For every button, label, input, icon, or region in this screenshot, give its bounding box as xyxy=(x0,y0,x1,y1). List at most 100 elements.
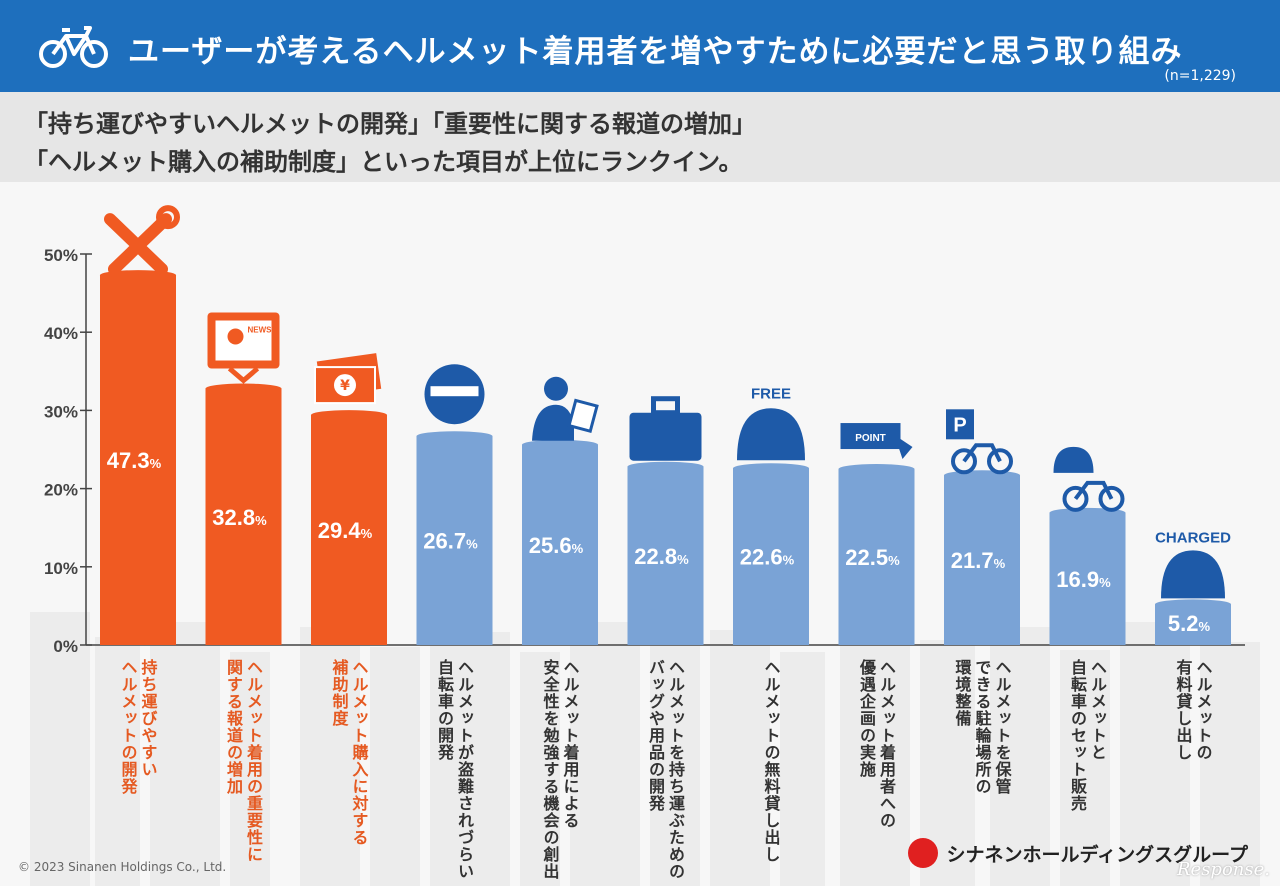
y-tick-label: 30% xyxy=(44,402,78,421)
bicycle-icon xyxy=(987,448,1013,475)
category-label: バッグや用品の開発 xyxy=(646,659,666,812)
category-label: 自転車の開発 xyxy=(435,658,455,761)
category-label: ヘルメットの開発 xyxy=(119,659,139,795)
response-watermark: Response. xyxy=(1176,859,1270,880)
data-label-unit: % xyxy=(255,513,267,528)
charged-label: CHARGED xyxy=(1155,529,1231,546)
city-building xyxy=(300,627,360,886)
category-label: ヘルメットの無料貸し出し xyxy=(762,659,782,863)
city-building xyxy=(1200,642,1260,886)
y-tick-label: 40% xyxy=(44,324,78,343)
data-label-unit: % xyxy=(1199,619,1211,634)
category-label: 優遇企画の実施 xyxy=(857,658,877,778)
city-building xyxy=(370,647,420,886)
data-label-unit: % xyxy=(150,456,162,471)
bar-cap xyxy=(1155,599,1231,610)
bar xyxy=(522,444,598,645)
bar-cap xyxy=(838,464,915,475)
sample-size: (n=1,229) xyxy=(1164,68,1236,84)
tools-icon xyxy=(156,205,180,230)
city-building xyxy=(430,632,510,886)
bar-cap xyxy=(627,461,704,472)
y-tick-label: 50% xyxy=(44,246,78,265)
city-building xyxy=(710,630,770,886)
data-label-unit: % xyxy=(888,553,900,568)
category-label: ヘルメット着用者への xyxy=(877,659,897,829)
data-label-unit: % xyxy=(466,537,478,552)
bag-handle xyxy=(651,396,680,416)
city-building xyxy=(840,622,910,886)
summary-line-2: 「ヘルメット購入の補助制度」といった項目が上位にランクイン。 xyxy=(24,148,743,176)
city-building xyxy=(570,622,640,886)
y-tick-label: 20% xyxy=(44,481,78,500)
helmet-icon xyxy=(1161,550,1225,599)
page-title: ユーザーが考えるヘルメット着用者を増やすために必要だと思う取り組み xyxy=(128,34,1183,70)
bar-cap xyxy=(311,410,387,421)
tv-stand xyxy=(227,366,260,384)
bar-cap xyxy=(522,439,598,450)
city-building xyxy=(990,627,1050,886)
helmet-icon xyxy=(1053,446,1094,473)
bicycle-icon xyxy=(1062,485,1089,512)
bicycle-icon xyxy=(1098,485,1125,512)
yen-label: ¥ xyxy=(340,378,350,394)
helmet-icon xyxy=(737,408,805,461)
bar xyxy=(311,415,387,645)
header-banner: ユーザーが考えるヘルメット着用者を増やすために必要だと思う取り組み (n=1,2… xyxy=(0,0,1280,92)
y-tick-label: 10% xyxy=(44,559,78,578)
bar-group: 47.3%持ち運びやすいヘルメットの開発 xyxy=(100,205,180,795)
category-label: ヘルメットを保管 xyxy=(993,659,1013,795)
data-label-unit: % xyxy=(783,553,795,568)
bar-cap xyxy=(416,431,493,442)
category-label: 安全性を勉強する機会の創出 xyxy=(541,658,561,880)
data-label-unit: % xyxy=(1099,575,1111,590)
bar xyxy=(1049,512,1126,645)
bar xyxy=(838,469,915,645)
city-building xyxy=(150,622,220,886)
city-building xyxy=(520,652,560,886)
data-label-unit: % xyxy=(677,552,689,567)
bar-cap xyxy=(944,470,1020,481)
tv-screen xyxy=(215,320,272,361)
city-building xyxy=(780,652,825,886)
bar xyxy=(944,475,1020,645)
category-label: ヘルメットが盗難されづらい xyxy=(455,659,474,880)
parking-label: P xyxy=(953,414,966,436)
company-name: シナネンホールディングスグループ xyxy=(946,843,1248,866)
category-label: ヘルメットを持ち運ぶための xyxy=(666,659,686,880)
category-label: ヘルメット着用による xyxy=(561,659,581,829)
bar xyxy=(627,466,704,645)
bar xyxy=(100,275,176,645)
document-icon xyxy=(567,398,599,434)
city-building xyxy=(650,642,700,886)
point-card-icon xyxy=(840,423,901,450)
category-label: 関する報道の増加 xyxy=(224,659,244,795)
category-label: ヘルメット着用の重要性に xyxy=(244,659,264,863)
student-body xyxy=(532,404,574,441)
category-label: ヘルメット購入に対する xyxy=(350,659,370,846)
data-label-unit: % xyxy=(994,556,1006,571)
bar xyxy=(416,436,493,645)
copyright: © 2023 Sinanen Holdings Co., Ltd. xyxy=(18,860,227,874)
bar-cap xyxy=(205,383,282,394)
company-logo: シナネンホールディングスグループ xyxy=(908,838,1248,868)
bar-chart: 0%10%20%30%40%50%47.3%持ち運びやすいヘルメットの開発NEW… xyxy=(30,205,1260,886)
parking-icon xyxy=(946,409,974,440)
category-label: できる駐輪場所の xyxy=(973,659,992,795)
city-building xyxy=(1120,622,1190,886)
category-label: 有料貸し出し xyxy=(1174,658,1194,761)
city-building xyxy=(95,637,140,886)
bar xyxy=(205,388,282,645)
bar-cap xyxy=(733,463,809,474)
free-label: FREE xyxy=(751,385,791,402)
bicycle-frame xyxy=(962,443,1002,463)
bicycle-icon xyxy=(951,448,977,475)
summary-box: 「持ち運びやすいヘルメットの開発」「重要性に関する報道の増加」 「ヘルメット購入… xyxy=(0,92,1280,182)
